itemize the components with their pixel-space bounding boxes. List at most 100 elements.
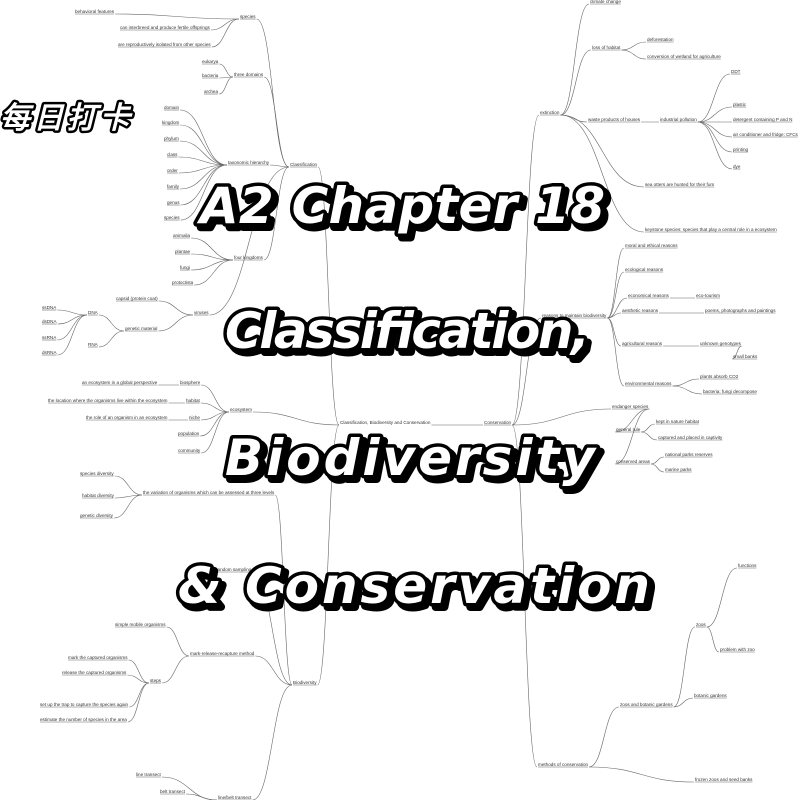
link [201, 384, 230, 413]
title-shadow: Classification, [229, 306, 594, 364]
link [607, 312, 622, 319]
mind-map-node: phylum [164, 136, 179, 141]
link [113, 494, 143, 519]
link [697, 106, 733, 123]
mind-map-node: reasons to maintain biodiversity [542, 313, 607, 318]
mind-map-node: zoos and botanic gardens [620, 702, 673, 707]
mind-map-node: community [178, 448, 201, 453]
mind-map-node: botanic gardens [694, 693, 727, 698]
link [511, 424, 538, 768]
link [180, 124, 228, 166]
mind-map-node: RNA [88, 342, 99, 347]
mind-map-node: Biodiversity [293, 680, 317, 685]
link [252, 571, 293, 686]
title-shadow: A2 Chapter 18 [200, 181, 609, 239]
mind-map-node: taxonomic hierarchy [228, 160, 270, 165]
mind-map-node: moral and ethical reasons [625, 243, 678, 248]
link [673, 626, 696, 708]
link [731, 345, 742, 360]
nodes: Classification, Biodiversity and Conserv… [40, 0, 799, 800]
mind-map-node: are reproductively isolated from other s… [118, 42, 211, 47]
link [57, 314, 88, 341]
mind-map-node: the variation of organisms which can be … [143, 490, 275, 495]
link [209, 166, 290, 316]
mind-map-node: line/belt transect [218, 795, 252, 800]
mind-map-node: species [240, 14, 256, 19]
title-overlay: 每日打卡 A2 Chapter 18 A2 Chapter 18 Classif… [0, 99, 658, 624]
mind-map-node: fungi [180, 265, 190, 270]
mind-map-node: behavioral features [75, 9, 115, 14]
link [560, 3, 590, 116]
mind-map-node: frozen zoos and seed banks [695, 777, 753, 782]
link [218, 76, 234, 95]
mind-map-node: DNA [88, 310, 99, 315]
mind-map-node: DDT [731, 69, 741, 74]
mind-map-node: economical reasons [628, 293, 670, 298]
badge: 每日打卡 [0, 101, 133, 136]
mind-map-node: archea [204, 89, 218, 94]
link [191, 253, 234, 261]
mind-map-node: general rule [616, 427, 641, 432]
mind-map-node: detergent containing P and N [733, 117, 792, 122]
mind-map-node: mark-release-recapture method [190, 651, 255, 656]
mind-map-node: dsDNA [42, 319, 57, 324]
link [161, 655, 190, 684]
link [317, 166, 340, 426]
link [201, 411, 230, 454]
link [57, 314, 88, 356]
mind-map-node: ecosystem [230, 407, 252, 412]
link [697, 121, 733, 153]
link [697, 73, 731, 123]
mind-map-node: printing [733, 147, 749, 152]
mind-map-node: capsid (protein coat) [116, 296, 158, 301]
mind-map-node: dye [733, 164, 741, 169]
link [128, 659, 150, 684]
mind-map-node: kingdom [162, 120, 180, 125]
mind-map-node: order [167, 168, 178, 173]
mind-map-node: agricultural reasons [622, 341, 663, 346]
mind-map-node: estimate the number of species in the ar… [40, 717, 127, 722]
link [672, 385, 703, 395]
mind-map-node: can interbreed and produce fertile offsp… [120, 25, 211, 30]
mind-map-node: population [178, 431, 200, 436]
mind-map-node: bacteria [202, 73, 219, 78]
title-line: & Conservation [178, 557, 650, 615]
link [607, 317, 625, 387]
mind-map-node: methods of conservation [538, 762, 588, 767]
mind-map-node: ssRNA [42, 335, 57, 340]
mind-map-node: dsRNA [42, 350, 57, 355]
link [588, 706, 620, 768]
link [641, 431, 658, 441]
link [255, 655, 293, 686]
mind-map-node: line transect [136, 772, 161, 777]
title-line: A2 Chapter 18 [196, 177, 605, 235]
mind-map-node: animalia [173, 233, 191, 238]
title-line: Classification, [225, 302, 590, 360]
mind-map-node: unknown genotypes [700, 341, 742, 346]
mind-map-node: biosphere [180, 380, 201, 385]
mind-map-node: captured and placed in captivity [658, 435, 723, 440]
link [115, 13, 240, 20]
mind-map-node: habitat diversity [82, 493, 115, 498]
link [114, 475, 143, 496]
link [191, 237, 234, 261]
link [178, 156, 228, 166]
mind-map-node: endanger species [612, 404, 649, 409]
link [186, 793, 218, 800]
mind-map-node: mark the captured organisms [68, 655, 128, 660]
link [180, 164, 228, 206]
link [263, 76, 290, 168]
link [252, 411, 340, 426]
mind-map-node: family [167, 184, 180, 189]
mind-map-node: national parks reserves [665, 452, 713, 457]
mind-map-node: random sampling [216, 567, 252, 572]
link [560, 114, 645, 188]
mind-map-node: deforestation [647, 37, 674, 42]
link [512, 408, 612, 426]
mind-map-node: conversion of wetland for agriculture [647, 54, 721, 59]
mind-map-node: species diversity [80, 471, 114, 476]
link [673, 697, 694, 708]
mind-map-node: habitat [186, 398, 201, 403]
mind-map-node: the role of an organism in an ecosystem [86, 415, 168, 420]
